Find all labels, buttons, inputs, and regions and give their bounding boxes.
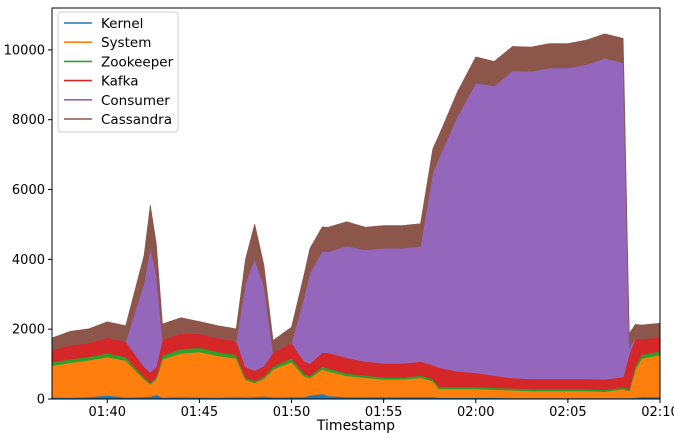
- x-axis-label: Timestamp: [316, 418, 395, 434]
- legend-label-system: System: [101, 35, 151, 51]
- legend-label-kafka: Kafka: [101, 74, 139, 90]
- legend-label-cassandra: Cassandra: [101, 112, 172, 128]
- y-tick-label: 2000: [12, 323, 45, 338]
- plot-frame: [51, 7, 661, 400]
- y-axis: 0 2000 4000 6000 8000 10000: [4, 43, 52, 408]
- x-tick-label: 01:55: [365, 405, 402, 420]
- x-axis: 01:40 01:45 01:50 01:55 02:00 02:05 02:10: [89, 399, 674, 420]
- x-tick-label: 02:05: [549, 405, 586, 420]
- legend-label-consumer: Consumer: [101, 93, 170, 109]
- x-tick-label: 02:10: [641, 405, 674, 420]
- x-tick-label: 02:00: [457, 405, 494, 420]
- y-tick-label: 0: [37, 393, 45, 408]
- y-tick-label: 4000: [12, 253, 45, 268]
- legend-label-zookeeper: Zookeeper: [101, 54, 174, 70]
- y-tick-label: 10000: [4, 43, 45, 58]
- y-tick-label: 6000: [12, 183, 45, 198]
- y-tick-label: 8000: [12, 113, 45, 128]
- legend: Kernel System Zookeeper Kafka Consumer Cassan…: [57, 11, 179, 133]
- x-tick-label: 01:50: [273, 405, 310, 420]
- x-tick-label: 01:45: [181, 405, 218, 420]
- x-tick-label: 01:40: [89, 405, 126, 420]
- legend-label-kernel: Kernel: [101, 16, 143, 32]
